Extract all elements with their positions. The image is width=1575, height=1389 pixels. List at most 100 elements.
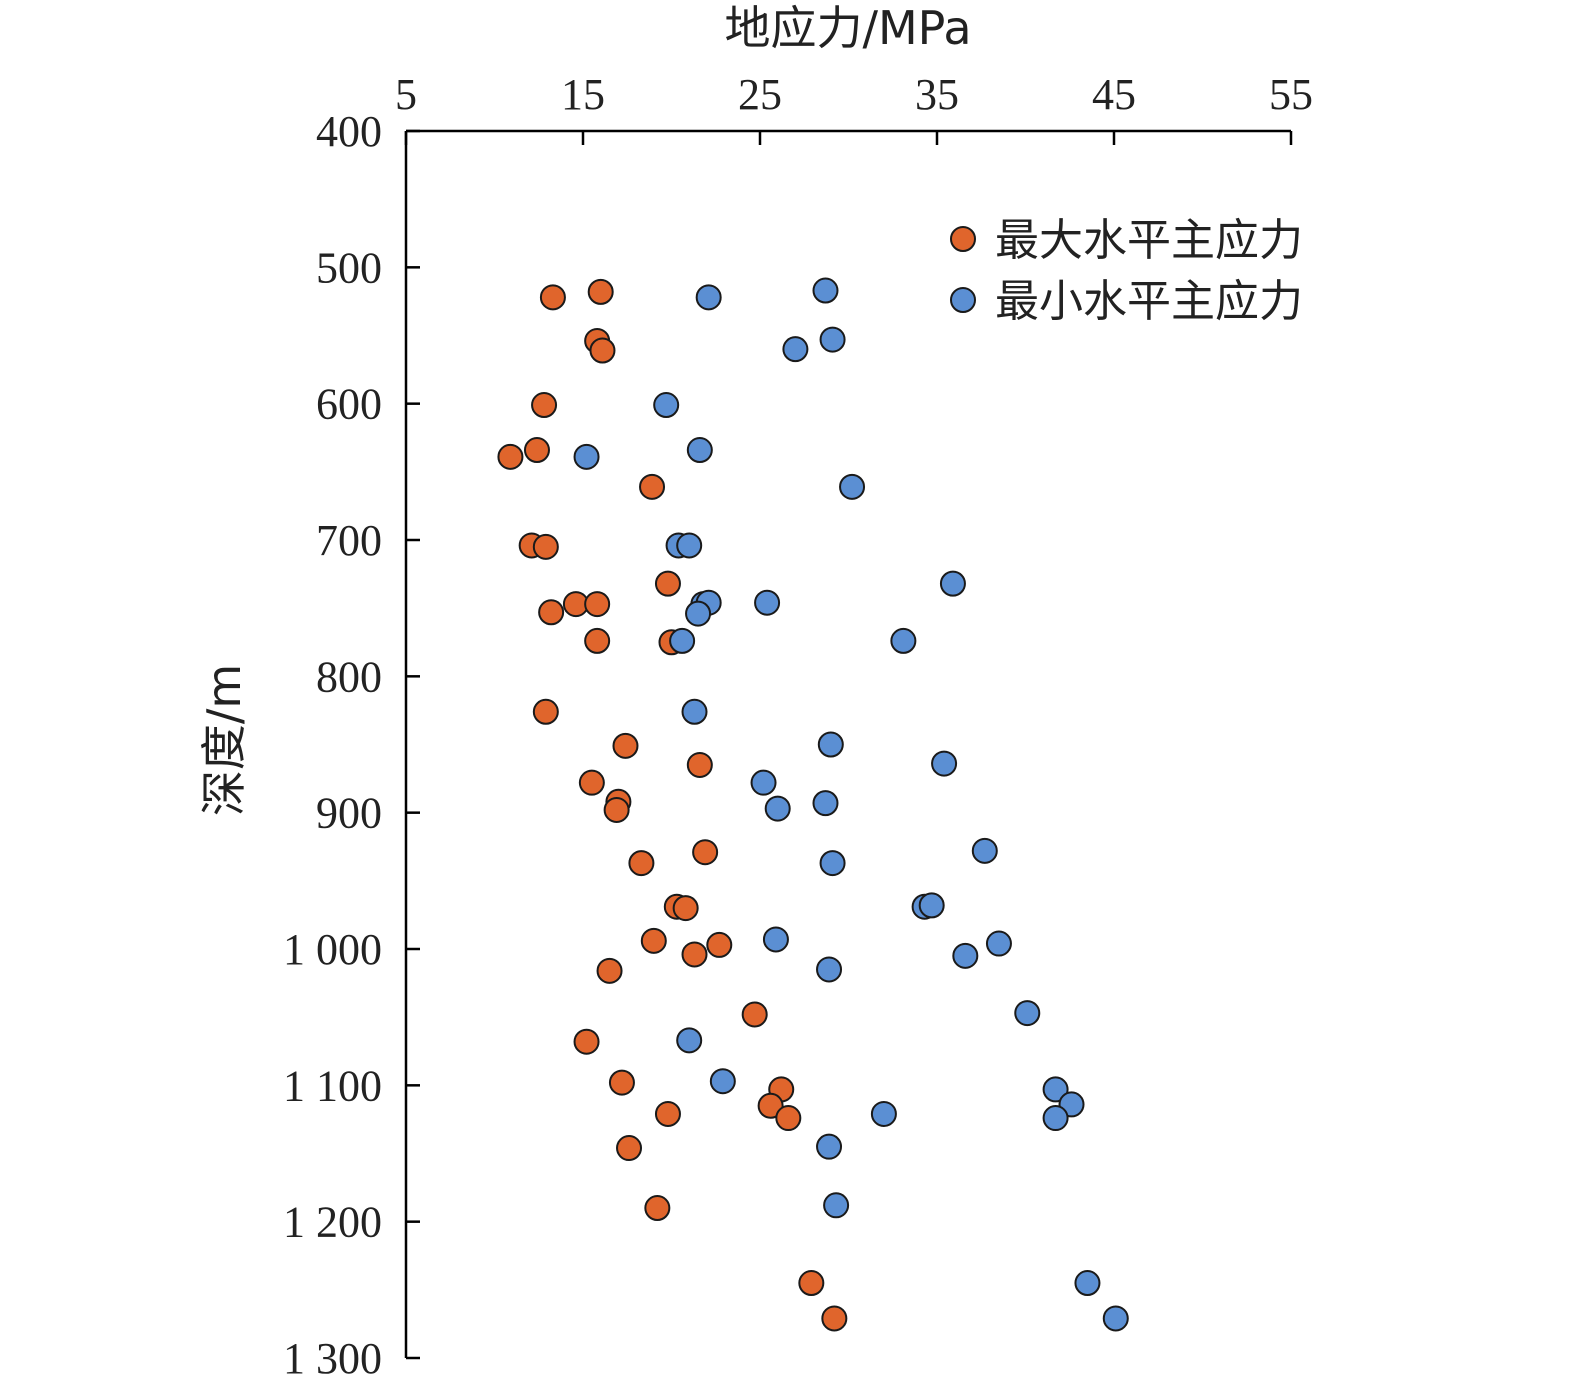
series-max-horizontal-stress (497, 278, 848, 1332)
data-point (532, 698, 559, 725)
legend-item-max: 最大水平主应力 (950, 215, 1303, 266)
data-point (497, 443, 524, 470)
x-tick-label: 45 (1092, 70, 1136, 119)
axes (404, 129, 1291, 1358)
data-point (644, 1195, 671, 1222)
x-tick-label: 15 (561, 70, 605, 119)
y-tick-label: 1 200 (283, 1198, 382, 1247)
data-point (782, 336, 809, 363)
x-tick-label: 5 (395, 70, 417, 119)
data-point (819, 326, 846, 353)
data-point (612, 732, 639, 759)
data-point (985, 930, 1012, 957)
data-point (640, 927, 667, 954)
data-point (741, 1001, 768, 1028)
data-point (686, 751, 713, 778)
legend-label-min: 最小水平主应力 (995, 276, 1303, 327)
data-point (757, 1092, 784, 1119)
x-ticks: 5 15 25 35 45 55 (395, 70, 1313, 145)
data-point (1102, 1305, 1129, 1332)
data-point (603, 796, 630, 823)
y-ticks: 400 500 600 700 800 900 1 000 1 100 1 200 1 300 (283, 107, 420, 1383)
data-point (523, 437, 550, 464)
data-point (669, 627, 696, 654)
data-point (532, 533, 559, 560)
x-tick-label: 25 (738, 70, 782, 119)
data-point (817, 731, 844, 758)
data-point (531, 392, 558, 419)
data-point (685, 600, 712, 627)
series-min-horizontal-stress (573, 277, 1129, 1332)
x-tick-label: 55 (1269, 70, 1313, 119)
data-point (539, 284, 566, 311)
data-point (584, 627, 611, 654)
data-points (497, 277, 1129, 1332)
data-point (839, 473, 866, 500)
data-point (573, 443, 600, 470)
x-tick-label: 35 (915, 70, 959, 119)
data-point (1014, 1000, 1041, 1027)
data-point (578, 769, 605, 796)
data-point (676, 1027, 703, 1054)
y-axis-title: 深度/m (197, 664, 251, 816)
y-tick-label: 1 300 (283, 1334, 382, 1383)
y-tick-label: 400 (316, 107, 382, 156)
data-point (939, 570, 966, 597)
data-point (823, 1192, 850, 1219)
legend: 最大水平主应力 最小水平主应力 (950, 215, 1303, 327)
data-point (616, 1135, 643, 1162)
data-point (681, 698, 708, 725)
y-tick-label: 1 100 (283, 1061, 382, 1110)
data-point (816, 956, 843, 983)
data-point (628, 850, 655, 877)
data-point (775, 1105, 802, 1132)
x-axis-title: 地应力/MPa (724, 1, 971, 55)
data-point (654, 1100, 681, 1127)
data-point (798, 1270, 825, 1297)
data-point (589, 337, 616, 364)
data-point (812, 277, 839, 304)
legend-marker-max (950, 226, 976, 252)
data-point (918, 892, 945, 919)
y-tick-label: 800 (316, 652, 382, 701)
data-point (890, 627, 917, 654)
data-point (695, 284, 722, 311)
legend-label-max: 最大水平主应力 (995, 215, 1303, 266)
legend-marker-min (950, 287, 976, 313)
data-point (754, 589, 781, 616)
data-point (816, 1133, 843, 1160)
data-point (1042, 1105, 1069, 1132)
y-tick-label: 700 (316, 516, 382, 565)
data-point (573, 1028, 600, 1055)
y-tick-label: 500 (316, 243, 382, 292)
data-point (762, 926, 789, 953)
data-point (596, 957, 623, 984)
data-point (584, 591, 611, 618)
data-point (952, 942, 979, 969)
data-point (819, 850, 846, 877)
data-point (686, 437, 713, 464)
data-point (608, 1069, 635, 1096)
data-point (639, 473, 666, 500)
data-point (750, 769, 777, 796)
data-point (812, 790, 839, 817)
data-point (653, 392, 680, 419)
y-tick-label: 1 000 (283, 925, 382, 974)
data-point (931, 750, 958, 777)
y-tick-label: 600 (316, 380, 382, 429)
data-point (681, 941, 708, 968)
data-point (692, 839, 719, 866)
data-point (654, 570, 681, 597)
data-point (587, 278, 614, 305)
data-point (1042, 1076, 1069, 1103)
legend-item-min: 最小水平主应力 (950, 276, 1303, 327)
y-tick-label: 900 (316, 789, 382, 838)
data-point (971, 837, 998, 864)
data-point (821, 1305, 848, 1332)
data-point (709, 1068, 736, 1095)
data-point (538, 599, 565, 626)
data-point (870, 1100, 897, 1127)
data-point (764, 795, 791, 822)
